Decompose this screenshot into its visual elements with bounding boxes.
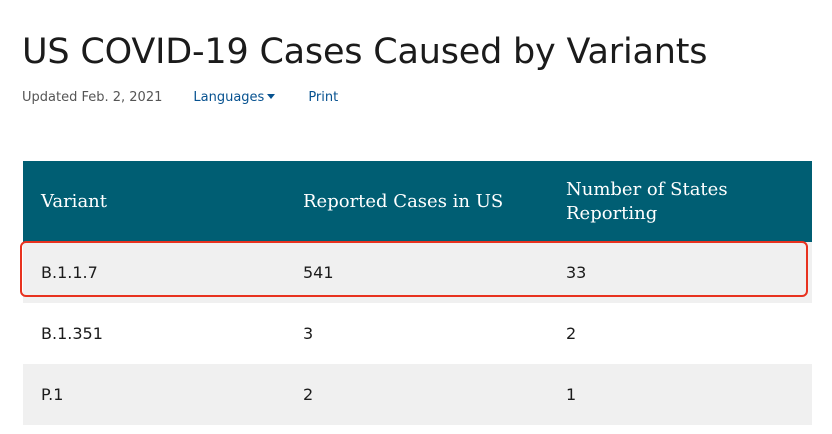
languages-label: Languages bbox=[193, 89, 265, 105]
table-row: B.1.1.7 541 33 bbox=[23, 242, 812, 303]
cell-variant: P.1 bbox=[41, 385, 64, 404]
cell-variant: B.1.1.7 bbox=[41, 263, 98, 282]
print-link[interactable]: Print bbox=[308, 89, 339, 105]
table-row: B.1.351 3 2 bbox=[23, 303, 812, 364]
updated-date: Updated Feb. 2, 2021 bbox=[22, 89, 163, 105]
header-variant: Variant bbox=[41, 190, 107, 212]
cell-states-reporting: 33 bbox=[566, 263, 587, 282]
caret-down-icon bbox=[267, 93, 276, 99]
page-meta: Updated Feb. 2, 2021 Languages Print bbox=[22, 87, 338, 107]
table-header: Variant Reported Cases in US Number of S… bbox=[23, 161, 812, 242]
cell-reported-cases: 2 bbox=[303, 385, 314, 404]
cell-reported-cases: 541 bbox=[303, 263, 334, 282]
variants-table: Variant Reported Cases in US Number of S… bbox=[23, 161, 812, 425]
header-reported-cases: Reported Cases in US bbox=[303, 190, 504, 212]
cell-states-reporting: 1 bbox=[566, 385, 577, 404]
page-title: US COVID-19 Cases Caused by Variants bbox=[22, 32, 708, 72]
languages-dropdown[interactable]: Languages bbox=[193, 89, 276, 105]
cell-variant: B.1.351 bbox=[41, 324, 103, 343]
cell-reported-cases: 3 bbox=[303, 324, 314, 343]
table-row: P.1 2 1 bbox=[23, 364, 812, 425]
header-states-reporting: Number of States Reporting bbox=[566, 178, 728, 224]
cell-states-reporting: 2 bbox=[566, 324, 577, 343]
